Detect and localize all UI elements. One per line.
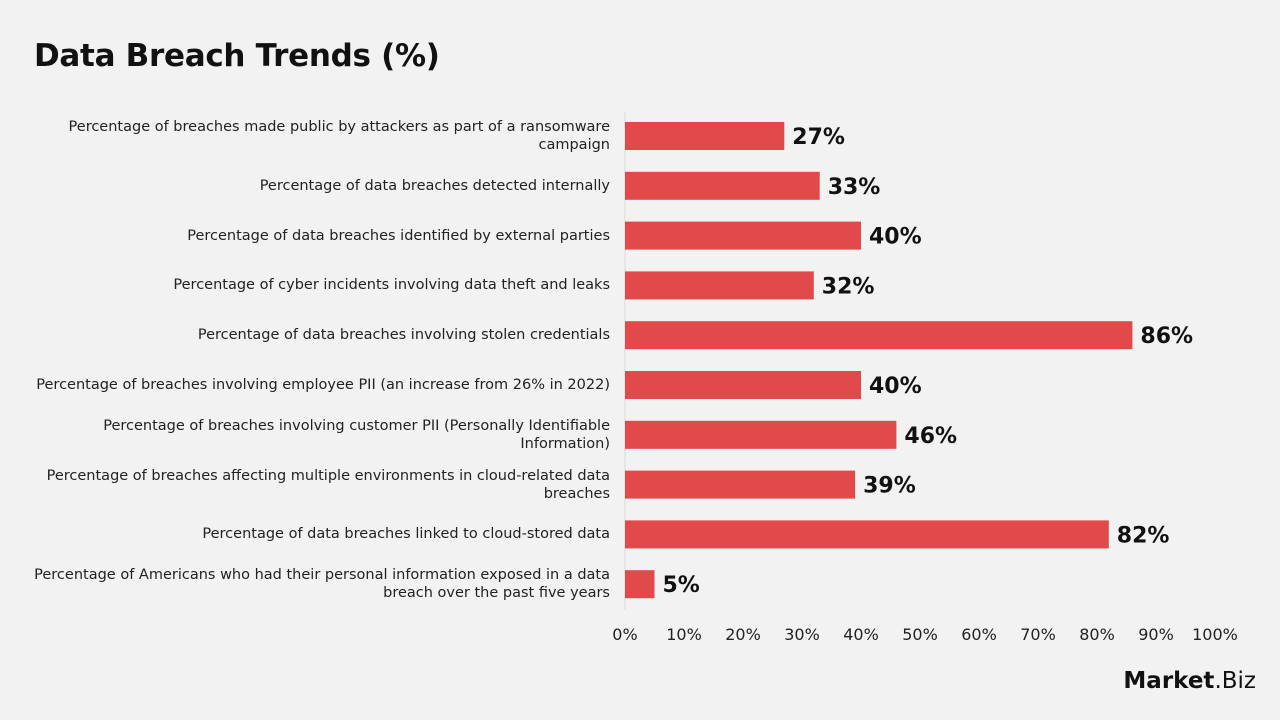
- data-label: 40%: [869, 225, 922, 250]
- logo-main: Market: [1123, 668, 1215, 694]
- category-label: Percentage of breaches involving custome…: [103, 417, 610, 452]
- bar: [625, 570, 655, 599]
- bar: [625, 122, 785, 150]
- data-label: 46%: [904, 424, 957, 449]
- x-tick-label: 100%: [1192, 625, 1238, 644]
- bar: [625, 371, 861, 399]
- logo-suffix: .Biz: [1214, 668, 1256, 694]
- x-tick-label: 90%: [1138, 625, 1174, 644]
- data-label: 5%: [663, 573, 700, 598]
- x-tick-label: 80%: [1079, 625, 1115, 644]
- category-label: Percentage of Americans who had their pe…: [34, 567, 610, 602]
- chart-title: Data Breach Trends (%): [34, 38, 440, 74]
- x-tick-label: 60%: [961, 625, 997, 644]
- data-label: 32%: [822, 274, 875, 299]
- category-label: Percentage of data breaches involving st…: [197, 327, 610, 344]
- category-label: Percentage of breaches affecting multipl…: [46, 467, 610, 502]
- category-label: Percentage of data breaches detected int…: [259, 177, 610, 194]
- data-label: 82%: [1117, 523, 1170, 548]
- data-label: 27%: [792, 125, 845, 150]
- bar: [625, 470, 856, 499]
- x-tick-label: 10%: [666, 625, 702, 644]
- bar: [625, 420, 897, 449]
- bar: [625, 271, 814, 300]
- x-tick-label: 30%: [784, 625, 820, 644]
- bar: [625, 171, 820, 200]
- data-label: 39%: [863, 474, 916, 499]
- logo: Market.Biz: [1123, 668, 1256, 694]
- data-label: 40%: [869, 374, 922, 399]
- data-label: 33%: [828, 175, 881, 200]
- category-label: Percentage of breaches involving employe…: [36, 377, 610, 393]
- bar: [625, 321, 1133, 350]
- x-tick-label: 40%: [843, 625, 879, 644]
- data-label: 86%: [1140, 324, 1193, 349]
- category-label: Percentage of breaches made public by at…: [68, 119, 610, 153]
- x-tick-label: 70%: [1020, 625, 1056, 644]
- category-label: Percentage of data breaches linked to cl…: [202, 526, 610, 543]
- bar: [625, 221, 861, 250]
- category-label: Percentage of cyber incidents involving …: [173, 277, 610, 294]
- x-tick-label: 50%: [902, 625, 938, 644]
- category-label: Percentage of data breaches identified b…: [187, 227, 610, 244]
- x-tick-label: 20%: [725, 625, 761, 644]
- bar: [625, 520, 1109, 549]
- x-tick-label: 0%: [612, 625, 637, 644]
